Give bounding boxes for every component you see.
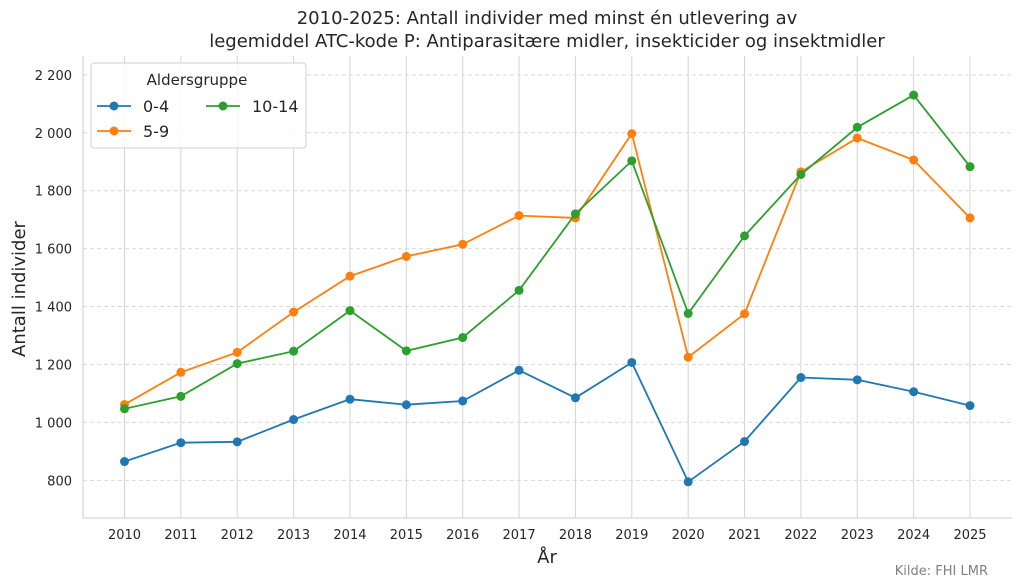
data-point (740, 231, 750, 241)
x-tick-label: 2012 (221, 528, 254, 543)
legend: Aldersgruppe 0-4 5-9 10-14 (90, 62, 307, 149)
data-point (627, 357, 637, 367)
data-point (965, 162, 975, 172)
x-tick-label: 2018 (559, 528, 592, 543)
x-tick-label: 2015 (390, 528, 423, 543)
data-point (289, 415, 299, 425)
y-tick-label: 1 200 (35, 358, 72, 373)
x-tick-label: 2011 (164, 528, 197, 543)
data-point (909, 155, 919, 165)
x-axis-label: År (537, 546, 557, 568)
data-point (345, 394, 355, 404)
data-point (570, 393, 580, 403)
y-tick-label: 2 200 (35, 69, 72, 84)
x-tick-label: 2017 (503, 528, 536, 543)
legend-label: 10-14 (252, 97, 299, 116)
data-point (232, 347, 242, 357)
series-0-4 (120, 357, 975, 487)
chart-title-line1: 2010-2025: Antall individer med minst én… (296, 8, 798, 29)
data-point (232, 359, 242, 369)
chart-title-line2: legemiddel ATC-kode P: Antiparasitære mi… (209, 31, 885, 52)
y-axis-label: Antall individer (9, 220, 30, 357)
legend-swatch-marker (109, 101, 119, 111)
data-point (345, 306, 355, 316)
y-tick-label: 1 400 (35, 301, 72, 316)
data-point (627, 156, 637, 166)
data-point (458, 396, 468, 406)
data-point (345, 271, 355, 281)
series-line (124, 131, 971, 406)
legend-item: 0-4 (97, 97, 169, 116)
series-5-9 (120, 129, 975, 409)
y-tick-label: 2 000 (35, 127, 72, 142)
x-tick-label: 2020 (672, 528, 705, 543)
data-point (514, 211, 524, 221)
y-tick-label: 1 800 (35, 185, 72, 200)
data-point (232, 437, 242, 447)
data-point (965, 213, 975, 223)
legend-label: 5-9 (143, 122, 169, 141)
data-point (176, 438, 186, 448)
data-point (852, 133, 862, 143)
x-tick-label: 2024 (897, 528, 930, 543)
data-point (627, 129, 637, 139)
data-point (740, 437, 750, 447)
data-point (683, 309, 693, 319)
data-point (570, 209, 580, 219)
data-point (514, 365, 524, 375)
data-point (401, 346, 411, 356)
x-tick-label: 2010 (108, 528, 141, 543)
data-point (683, 477, 693, 487)
data-point (401, 400, 411, 410)
data-point (289, 307, 299, 317)
legend-title: Aldersgruppe (147, 71, 248, 89)
data-point (796, 169, 806, 179)
data-point (909, 387, 919, 397)
series-line (124, 93, 971, 410)
series-line (124, 361, 971, 484)
legend-item: 5-9 (97, 122, 169, 141)
y-tick-label: 800 (47, 474, 72, 489)
x-tick-label: 2025 (953, 528, 986, 543)
data-point (176, 391, 186, 401)
data-point (458, 333, 468, 343)
data-point (458, 239, 468, 249)
data-point (514, 285, 524, 295)
x-tick-label: 2013 (277, 528, 310, 543)
data-point (289, 346, 299, 356)
data-point (740, 309, 750, 319)
y-tick-label: 1 600 (35, 243, 72, 258)
data-point (120, 457, 129, 467)
data-point (176, 367, 186, 377)
x-tick-label: 2022 (784, 528, 817, 543)
x-tick-label: 2023 (841, 528, 874, 543)
legend-label: 0-4 (143, 97, 169, 116)
legend-box (90, 62, 307, 149)
data-point (965, 401, 975, 411)
data-point (852, 375, 862, 385)
y-tick-label: 1 000 (35, 416, 72, 431)
source-note: Kilde: FHI LMR (894, 564, 988, 579)
legend-swatch-marker (218, 101, 228, 111)
x-tick-label: 2019 (615, 528, 648, 543)
legend-item: 10-14 (206, 97, 299, 116)
series-10-14 (120, 90, 975, 414)
data-point (796, 373, 806, 383)
data-point (683, 352, 693, 362)
legend-swatch-marker (109, 126, 119, 136)
x-tick-label: 2016 (446, 528, 479, 543)
data-point (120, 404, 129, 414)
data-point (401, 251, 411, 261)
x-tick-label: 2021 (728, 528, 761, 543)
data-point (909, 90, 919, 100)
data-point (852, 122, 862, 132)
x-tick-label: 2014 (333, 528, 366, 543)
